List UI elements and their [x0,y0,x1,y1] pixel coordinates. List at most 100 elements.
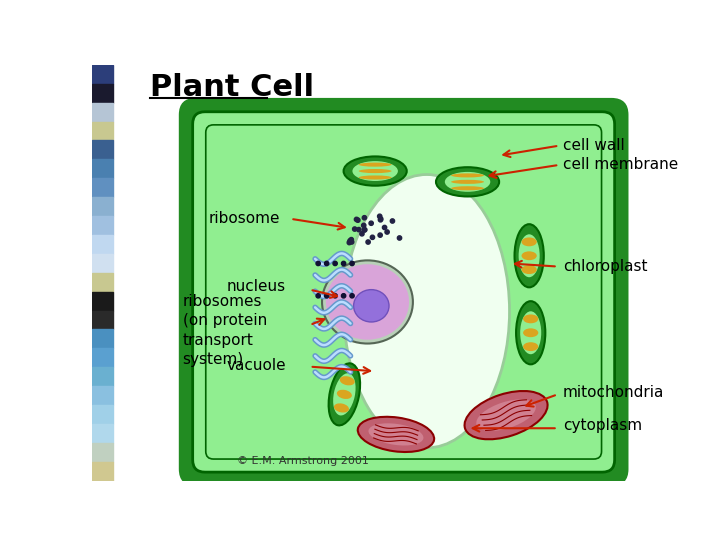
Ellipse shape [358,417,434,452]
Bar [92,84,113,103]
Bar [92,329,113,348]
Circle shape [366,240,370,244]
Bar [92,65,113,84]
Ellipse shape [333,373,356,415]
Circle shape [378,233,382,237]
Circle shape [350,261,354,266]
Bar [92,443,113,462]
Text: cytoplasm: cytoplasm [563,417,642,433]
Ellipse shape [515,224,544,287]
Circle shape [370,235,374,239]
Ellipse shape [436,167,499,197]
Text: ribosomes
(on protein
transport
system): ribosomes (on protein transport system) [183,294,267,367]
Ellipse shape [326,264,409,340]
Circle shape [350,294,354,298]
Ellipse shape [451,173,484,178]
Ellipse shape [518,234,540,277]
Circle shape [354,217,359,221]
Ellipse shape [516,301,545,365]
Ellipse shape [359,163,392,167]
Ellipse shape [359,169,392,173]
Ellipse shape [451,180,484,184]
Bar [92,367,113,386]
Bar [92,348,113,367]
Circle shape [353,227,357,231]
Ellipse shape [451,186,484,190]
Bar [92,310,113,329]
Circle shape [360,232,364,236]
Text: nucleus: nucleus [227,279,286,294]
Ellipse shape [476,400,536,431]
Ellipse shape [445,172,490,192]
Ellipse shape [322,260,413,343]
Text: Plant Cell: Plant Cell [150,73,314,103]
Ellipse shape [523,328,539,337]
Circle shape [362,228,366,232]
Circle shape [348,239,352,243]
Circle shape [333,294,337,298]
Bar [92,103,113,122]
Bar [92,235,113,254]
Circle shape [385,230,390,234]
Circle shape [363,228,367,232]
Ellipse shape [523,314,539,323]
Circle shape [349,240,354,244]
Ellipse shape [343,157,407,186]
Ellipse shape [521,265,537,274]
Bar [92,386,113,405]
Circle shape [341,294,346,298]
Bar [92,140,113,159]
Bar [92,292,113,310]
Ellipse shape [369,423,423,446]
Circle shape [316,294,320,298]
Circle shape [349,238,354,242]
Circle shape [356,227,361,232]
Circle shape [333,261,337,266]
Bar [92,254,113,273]
Ellipse shape [337,390,352,399]
Circle shape [341,261,346,266]
Ellipse shape [344,174,510,448]
Circle shape [369,221,373,225]
Ellipse shape [354,289,389,322]
Ellipse shape [521,238,537,246]
FancyBboxPatch shape [206,125,601,459]
Text: © E.M. Armstrong 2001: © E.M. Armstrong 2001 [237,456,369,465]
Circle shape [397,236,402,240]
Circle shape [361,223,366,227]
FancyBboxPatch shape [193,112,615,472]
Circle shape [356,218,360,222]
Circle shape [325,261,329,266]
Text: mitochondria: mitochondria [563,384,665,400]
Circle shape [347,240,351,245]
Bar [92,159,113,178]
Circle shape [325,294,329,298]
Ellipse shape [352,161,398,181]
Circle shape [377,214,382,218]
Circle shape [382,225,387,229]
Circle shape [362,215,366,220]
Bar [92,462,113,481]
Ellipse shape [359,176,392,179]
Ellipse shape [328,363,360,426]
Bar [92,122,113,140]
Ellipse shape [464,391,548,440]
Bar [92,424,113,443]
Text: chloroplast: chloroplast [563,259,647,274]
FancyBboxPatch shape [179,98,629,486]
Ellipse shape [334,403,349,413]
Bar [92,178,113,197]
Ellipse shape [521,251,537,260]
Ellipse shape [520,311,541,354]
Bar [92,405,113,424]
Circle shape [378,218,382,222]
Ellipse shape [340,376,355,386]
Circle shape [316,261,320,266]
Bar [92,273,113,292]
Text: cell wall: cell wall [563,138,625,153]
Circle shape [379,217,383,221]
Text: vacuole: vacuole [227,357,286,373]
Text: cell membrane: cell membrane [563,157,678,172]
Ellipse shape [523,342,539,351]
Bar [92,197,113,216]
